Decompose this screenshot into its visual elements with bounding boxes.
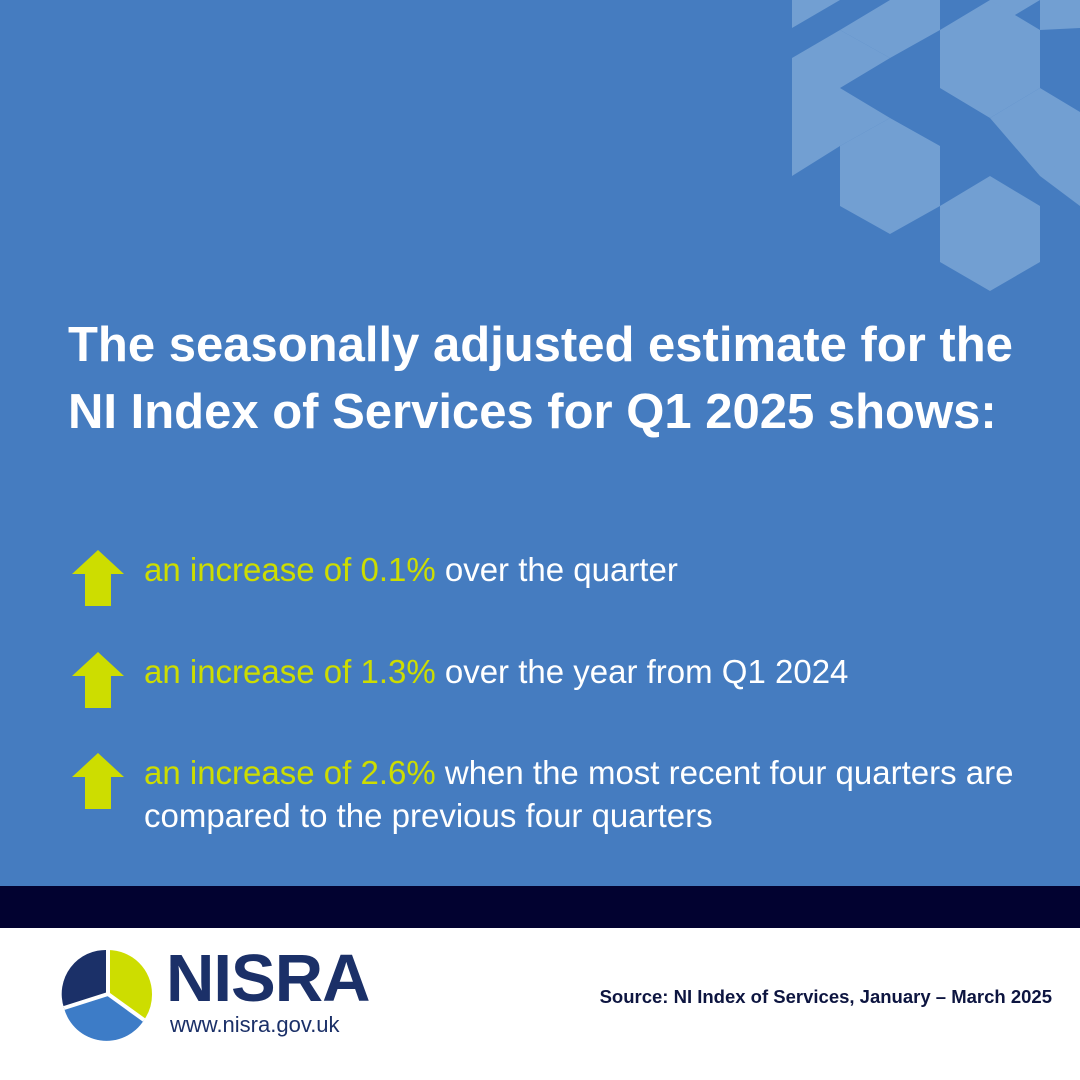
hexagon-pattern-decoration bbox=[792, 0, 1080, 291]
logo-wordmark: NISRA bbox=[166, 941, 370, 1016]
stat-text: an increase of 2.6% when the most recent… bbox=[144, 751, 1044, 837]
stat-highlight: an increase of 2.6% bbox=[144, 754, 436, 791]
arrow-up-icon bbox=[72, 652, 124, 708]
stat-highlight: an increase of 0.1% bbox=[144, 551, 436, 588]
footer: NISRA www.nisra.gov.uk Source: NI Index … bbox=[0, 928, 1080, 1080]
stat-text: an increase of 0.1% over the quarter bbox=[144, 548, 1044, 591]
stat-text: an increase of 1.3% over the year from Q… bbox=[144, 650, 1044, 693]
stat-description: when the most recent four quarters are c… bbox=[144, 754, 1014, 834]
website-link[interactable]: www.nisra.gov.uk bbox=[170, 1012, 340, 1037]
stat-highlight: an increase of 1.3% bbox=[144, 653, 436, 690]
stat-description: over the quarter bbox=[435, 551, 678, 588]
arrow-up-icon bbox=[72, 550, 124, 606]
blue-panel: The seasonally adjusted estimate for the… bbox=[0, 0, 1080, 886]
arrow-up-icon bbox=[72, 753, 124, 809]
headline: The seasonally adjusted estimate for the… bbox=[68, 318, 1013, 439]
stat-description: over the year from Q1 2024 bbox=[435, 653, 849, 690]
nisra-logo-icon bbox=[61, 949, 153, 1041]
source-note: Source: NI Index of Services, January – … bbox=[599, 986, 1052, 1007]
divider-stripe bbox=[0, 886, 1080, 928]
